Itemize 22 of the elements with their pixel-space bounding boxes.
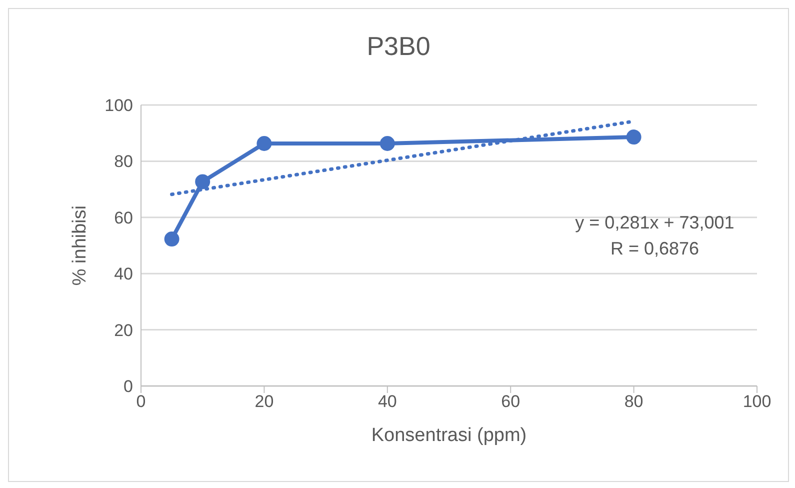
annotation: R = 0,6876 <box>610 238 700 260</box>
y-tick-label: 40 <box>114 264 133 284</box>
point <box>195 174 210 190</box>
x-tick-label: 0 <box>136 392 146 412</box>
point <box>164 232 180 247</box>
y-tick-label: 80 <box>114 152 133 172</box>
x-tick-label: 60 <box>501 392 520 412</box>
point <box>626 130 642 145</box>
point <box>256 136 272 151</box>
y-tick-label: 60 <box>114 208 133 228</box>
y-tick-label: 20 <box>114 320 133 340</box>
chart-title: P3B0 <box>366 31 432 62</box>
x-axis-title: Konsentrasi (ppm) <box>371 425 527 446</box>
y-tick-label: 100 <box>104 96 133 116</box>
y-axis-title: % inhibisi <box>70 205 91 286</box>
x-tick-label: 40 <box>378 392 397 412</box>
x-tick-label: 80 <box>624 392 644 412</box>
annotation: y = 0,281x + 73,001 <box>575 212 734 234</box>
point <box>380 136 395 151</box>
x-tick-label: 20 <box>254 392 274 412</box>
x-tick-label: 100 <box>742 392 772 412</box>
y-tick-label: 0 <box>124 377 133 396</box>
